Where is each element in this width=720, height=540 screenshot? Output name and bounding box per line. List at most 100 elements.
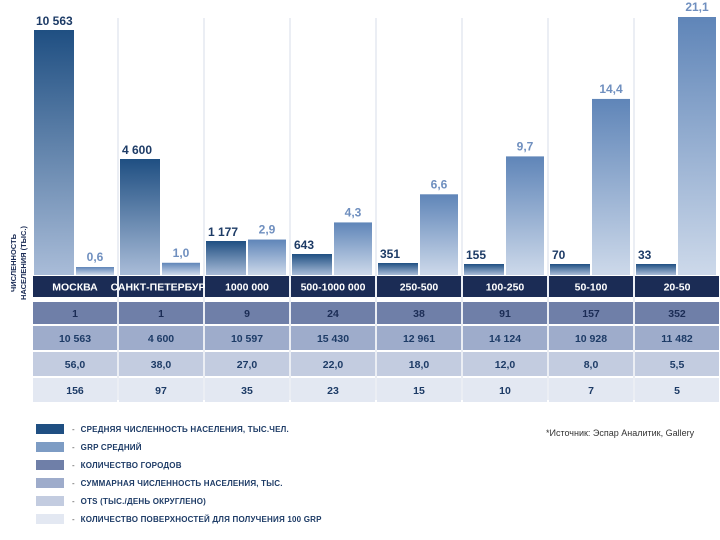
legend-dash: - [72, 514, 75, 524]
legend-dash: - [72, 496, 75, 506]
bar-label-grp: 21,1 [685, 0, 709, 14]
table-value: 38 [413, 308, 425, 320]
table-header-cell [33, 276, 117, 297]
table-value: 18,0 [409, 359, 430, 371]
table-value: 9 [244, 308, 250, 320]
table-cell [119, 326, 203, 350]
table-cell [377, 326, 461, 350]
legend-label: GRP СРЕДНИЙ [80, 442, 142, 452]
table-value: 4 600 [148, 333, 174, 345]
table-value: 352 [668, 308, 686, 320]
table-cell [377, 302, 461, 324]
category-label: 250-500 [400, 282, 439, 294]
legend-item: - КОЛИЧЕСТВО ПОВЕРХНОСТЕЙ ДЛЯ ПОЛУЧЕНИЯ 1… [36, 510, 456, 528]
y-axis-label: ЧИСЛЕННОСТЬ НАСЕЛЕНИЯ (ТЫС.) [9, 225, 28, 300]
y-axis-label-line2: НАСЕЛЕНИЯ (ТЫС.) [19, 225, 28, 300]
table-value: 156 [66, 385, 84, 397]
bar-label-population: 1 177 [208, 225, 238, 239]
table-value: 91 [499, 308, 511, 320]
table-cell [291, 326, 375, 350]
bar-label-population: 155 [466, 248, 486, 262]
bar-grp [162, 262, 200, 275]
legend-swatch [36, 460, 64, 470]
table-cell [463, 378, 547, 402]
data-table: МОСКВА 1 10 563 56,0 156 САНКТ-ПЕТЕРБУРГ 1 4 60… [33, 276, 719, 402]
legend-item: - КОЛИЧЕСТВО ГОРОДОВ [36, 456, 456, 474]
bar-grp [420, 194, 458, 275]
bar-label-grp: 0,6 [87, 250, 104, 264]
bar-population [464, 264, 504, 275]
table-cell [549, 326, 633, 350]
category-label: 50-100 [575, 282, 608, 294]
table-cell [33, 326, 117, 350]
bar-population [636, 264, 676, 275]
bar-grp [334, 222, 372, 275]
table-cell [205, 378, 289, 402]
table-value: 7 [588, 385, 594, 397]
bar-value-labels: 10 563 0,6 4 600 1,0 1 177 2,9 643 4,3 351 6,6 155… [36, 0, 709, 264]
table-value: 12,0 [495, 359, 516, 371]
bar-label-population: 4 600 [122, 143, 152, 157]
table-cell [377, 352, 461, 376]
table-cell [119, 302, 203, 324]
legend-dash: - [72, 460, 75, 470]
table-value: 15 [413, 385, 425, 397]
legend-swatch [36, 514, 64, 524]
table-value: 15 430 [317, 333, 349, 345]
table-cell [463, 352, 547, 376]
table-value: 1 [158, 308, 164, 320]
table-cell [635, 326, 719, 350]
table-cell [119, 352, 203, 376]
legend-label: OTS (ТЫС./ДЕНЬ ОКРУГЛЕНО) [80, 496, 206, 506]
table-cell [291, 302, 375, 324]
legend-label: СРЕДНЯЯ ЧИСЛЕННОСТЬ НАСЕЛЕНИЯ, ТЫС.ЧЕЛ. [80, 424, 289, 434]
table-cell [549, 378, 633, 402]
table-value: 5,5 [670, 359, 685, 371]
category-label: МОСКВА [52, 282, 98, 294]
table-cell [205, 326, 289, 350]
legend-item: - СРЕДНЯЯ ЧИСЛЕННОСТЬ НАСЕЛЕНИЯ, ТЫС.ЧЕЛ. [36, 420, 456, 438]
table-value: 1 [72, 308, 78, 320]
table-value: 5 [674, 385, 680, 397]
table-value: 22,0 [323, 359, 344, 371]
table-cell [33, 378, 117, 402]
bar-marks [34, 17, 716, 276]
table-header-cell [377, 276, 461, 297]
bar-label-grp: 2,9 [259, 223, 276, 237]
legend-swatch [36, 424, 64, 434]
category-label: 500-1000 000 [301, 282, 366, 294]
legend-swatch [36, 478, 64, 488]
table-cell [119, 378, 203, 402]
bar-grp [506, 156, 544, 275]
table-value: 38,0 [151, 359, 172, 371]
table-cell [205, 302, 289, 324]
legend-item: - OTS (ТЫС./ДЕНЬ ОКРУГЛЕНО) [36, 492, 456, 510]
table-value: 157 [582, 308, 600, 320]
table-cell [463, 326, 547, 350]
y-axis-label-line1: ЧИСЛЕННОСТЬ [9, 233, 18, 292]
bar-label-grp: 14,4 [599, 82, 623, 96]
bar-label-population: 643 [294, 238, 314, 252]
table-value: 11 482 [661, 333, 693, 345]
table-header-cell [119, 276, 203, 297]
legend-dash: - [72, 424, 75, 434]
table-cell [377, 378, 461, 402]
table-cell [635, 302, 719, 324]
table-cell [549, 302, 633, 324]
table-value: 27,0 [237, 359, 258, 371]
bar-grp [76, 267, 114, 275]
legend-dash: - [72, 442, 75, 452]
table-cell [291, 378, 375, 402]
bar-label-population: 33 [638, 248, 652, 262]
table-value: 14 124 [489, 333, 521, 345]
bar-population [292, 254, 332, 275]
legend: - СРЕДНЯЯ ЧИСЛЕННОСТЬ НАСЕЛЕНИЯ, ТЫС.ЧЕЛ.… [36, 420, 456, 528]
category-label: САНКТ-ПЕТЕРБУРГ [111, 282, 212, 294]
legend-item: - СУММАРНАЯ ЧИСЛЕННОСТЬ НАСЕЛЕНИЯ, ТЫС. [36, 474, 456, 492]
legend-dash: - [72, 478, 75, 488]
table-value: 12 961 [403, 333, 435, 345]
table-cell [549, 352, 633, 376]
bar-population [120, 159, 160, 275]
legend-item: - GRP СРЕДНИЙ [36, 438, 456, 456]
